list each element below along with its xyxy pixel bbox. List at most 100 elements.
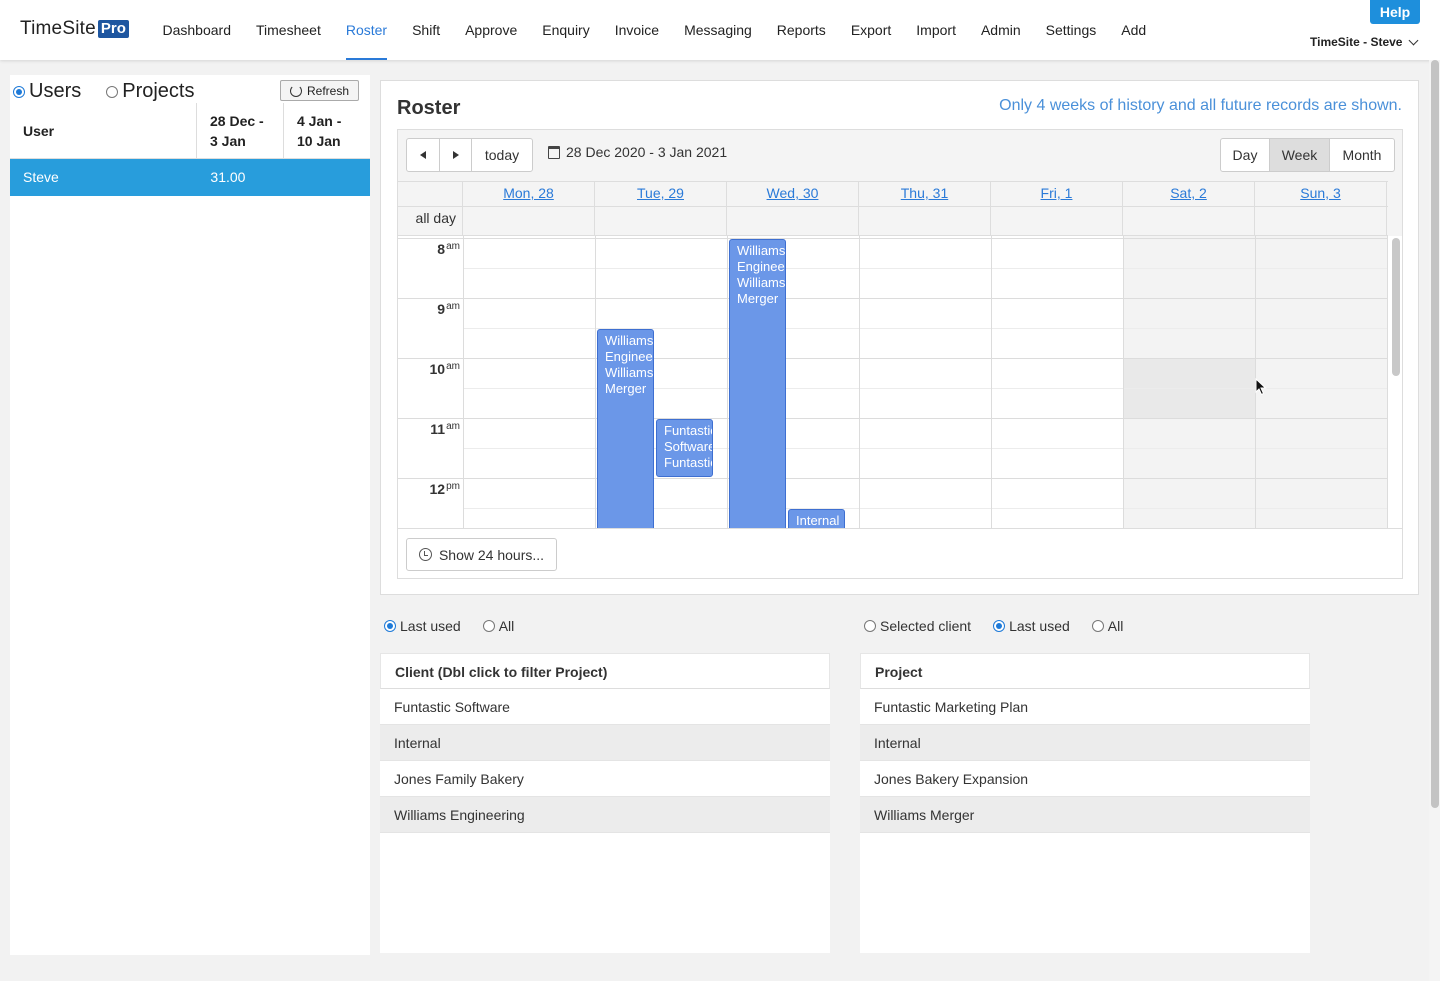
- page-scrollbar[interactable]: [1429, 60, 1440, 981]
- all-day-cell[interactable]: [859, 207, 991, 235]
- hour-number: 11: [430, 421, 446, 437]
- projects-radio-label[interactable]: Projects: [122, 80, 195, 102]
- project-list-header: Project: [860, 653, 1310, 689]
- column-header-user[interactable]: User: [10, 103, 197, 158]
- nav-invoice[interactable]: Invoice: [614, 22, 660, 38]
- hour-number: 12: [429, 481, 446, 497]
- nav-approve[interactable]: Approve: [465, 22, 518, 38]
- hour-period: am: [446, 241, 460, 252]
- nav-reports[interactable]: Reports: [776, 22, 826, 38]
- nav-admin[interactable]: Admin: [980, 22, 1021, 38]
- nav-messaging[interactable]: Messaging: [684, 22, 752, 38]
- help-button[interactable]: Help: [1370, 0, 1420, 24]
- all-day-cell[interactable]: [595, 207, 727, 235]
- day-header-3[interactable]: Thu, 31: [859, 182, 991, 206]
- column-header-week1[interactable]: 28 Dec - 3 Jan: [197, 103, 284, 158]
- day-view-button[interactable]: Day: [1220, 138, 1270, 172]
- roster-event[interactable]: Internal: [788, 509, 845, 528]
- client-rows: Funtastic Software Internal Jones Family B…: [380, 689, 830, 833]
- calendar-scroll-thumb[interactable]: [1392, 238, 1400, 376]
- prev-button[interactable]: [406, 138, 440, 172]
- time-grid[interactable]: 8am9am10am11am12pmWilliamsEngineeringWil…: [398, 236, 1402, 528]
- all-day-cell[interactable]: [991, 207, 1123, 235]
- client-all-label[interactable]: All: [498, 618, 515, 634]
- project-filter-selected-client[interactable]: Selected client: [864, 618, 971, 634]
- timesite-logo[interactable]: TimeSite Pro: [20, 18, 129, 40]
- next-button[interactable]: [439, 138, 472, 172]
- table-row[interactable]: Steve 31.00: [10, 159, 370, 196]
- nav-roster[interactable]: Roster: [333, 0, 399, 60]
- project-last-used-label[interactable]: Last used: [1009, 618, 1070, 634]
- main-nav: Dashboard Timesheet Roster Shift Approve Enqu…: [150, 0, 1159, 60]
- today-button[interactable]: today: [471, 138, 533, 172]
- user-menu[interactable]: TimeSite - Steve: [1310, 35, 1419, 49]
- list-item[interactable]: Internal: [380, 725, 830, 761]
- all-day-cell[interactable]: [1123, 207, 1255, 235]
- event-text: Software: [664, 439, 713, 454]
- projects-radio[interactable]: [106, 85, 119, 98]
- show-24-hours-button[interactable]: Show 24 hours...: [406, 538, 557, 571]
- calendar-scrollbar[interactable]: [1392, 236, 1400, 528]
- users-radio[interactable]: [13, 85, 25, 98]
- client-filter-all[interactable]: All: [482, 618, 515, 634]
- roster-event[interactable]: WilliamsEngineeringWilliamsMerger: [597, 329, 654, 528]
- client-last-used-label[interactable]: Last used: [400, 618, 461, 634]
- event-text: Engineering: [737, 259, 785, 274]
- nav-dashboard[interactable]: Dashboard: [162, 22, 232, 38]
- day-header-4[interactable]: Fri, 1: [991, 182, 1123, 206]
- day-header-1[interactable]: Tue, 29: [595, 182, 727, 206]
- client-list-header: Client (Dbl click to filter Project): [380, 653, 830, 689]
- project-last-used-radio[interactable]: [993, 620, 1006, 632]
- list-item[interactable]: Jones Family Bakery: [380, 761, 830, 797]
- project-selected-client-label[interactable]: Selected client: [880, 618, 972, 634]
- all-day-cell[interactable]: [463, 207, 595, 235]
- refresh-icon: [289, 84, 302, 97]
- day-header-5[interactable]: Sat, 2: [1123, 182, 1255, 206]
- nav-timesheet[interactable]: Timesheet: [256, 22, 321, 38]
- list-item[interactable]: Funtastic Software: [380, 689, 830, 725]
- project-all-label[interactable]: All: [1107, 618, 1124, 634]
- client-filter-last-used[interactable]: Last used: [384, 618, 461, 634]
- month-view-button[interactable]: Month: [1329, 138, 1395, 172]
- day-header-2[interactable]: Wed, 30: [727, 182, 859, 206]
- project-rows: Funtastic Marketing Plan Internal Jones Ba…: [860, 689, 1310, 833]
- roster-event[interactable]: WilliamsEngineeringWilliamsMerger: [729, 239, 786, 528]
- chevron-down-icon: [1409, 35, 1419, 45]
- date-range[interactable]: 28 Dec 2020 - 3 Jan 2021: [548, 144, 727, 160]
- day-header-row: Mon, 28 Tue, 29 Wed, 30 Thu, 31 Fri, 1 Sat, 2…: [398, 181, 1388, 206]
- roster-event[interactable]: Funtastic Software Funtastic: [656, 419, 713, 477]
- project-filter-all[interactable]: All: [1091, 618, 1124, 634]
- time-grid-lines: [398, 236, 1388, 528]
- list-item[interactable]: Jones Bakery Expansion: [860, 761, 1310, 797]
- list-item[interactable]: Funtastic Marketing Plan: [860, 689, 1310, 725]
- week-view-button[interactable]: Week: [1269, 138, 1330, 172]
- client-last-used-radio[interactable]: [384, 620, 396, 632]
- client-all-radio[interactable]: [482, 620, 495, 632]
- nav-add[interactable]: Add: [1121, 22, 1147, 38]
- list-item[interactable]: Williams Merger: [860, 797, 1310, 833]
- all-day-cell[interactable]: [727, 207, 859, 235]
- nav-import[interactable]: Import: [916, 22, 956, 38]
- day-header-0[interactable]: Mon, 28: [463, 182, 595, 206]
- nav-export[interactable]: Export: [850, 22, 892, 38]
- list-item[interactable]: Internal: [860, 725, 1310, 761]
- project-all-radio[interactable]: [1091, 620, 1104, 632]
- event-text: Merger: [737, 291, 779, 306]
- refresh-button[interactable]: Refresh: [280, 80, 359, 101]
- column-header-week2[interactable]: 4 Jan - 10 Jan: [297, 112, 342, 149]
- hour-period: am: [446, 301, 460, 312]
- prev-arrow-icon: [420, 151, 426, 159]
- all-day-cell[interactable]: [1255, 207, 1387, 235]
- users-radio-label[interactable]: Users: [29, 80, 82, 102]
- nav-shift[interactable]: Shift: [412, 22, 441, 38]
- day-header-6[interactable]: Sun, 3: [1255, 182, 1387, 206]
- hour-number: 9: [437, 301, 446, 317]
- list-item[interactable]: Williams Engineering: [380, 797, 830, 833]
- project-filter-last-used[interactable]: Last used: [993, 618, 1070, 634]
- page-scroll-thumb[interactable]: [1431, 60, 1439, 808]
- calendar-icon: [548, 145, 560, 159]
- project-selected-client-radio[interactable]: [864, 620, 876, 632]
- calendar: today 28 Dec 2020 - 3 Jan 2021 Day Week …: [397, 129, 1403, 579]
- nav-enquiry[interactable]: Enquiry: [542, 22, 590, 38]
- nav-settings[interactable]: Settings: [1045, 22, 1097, 38]
